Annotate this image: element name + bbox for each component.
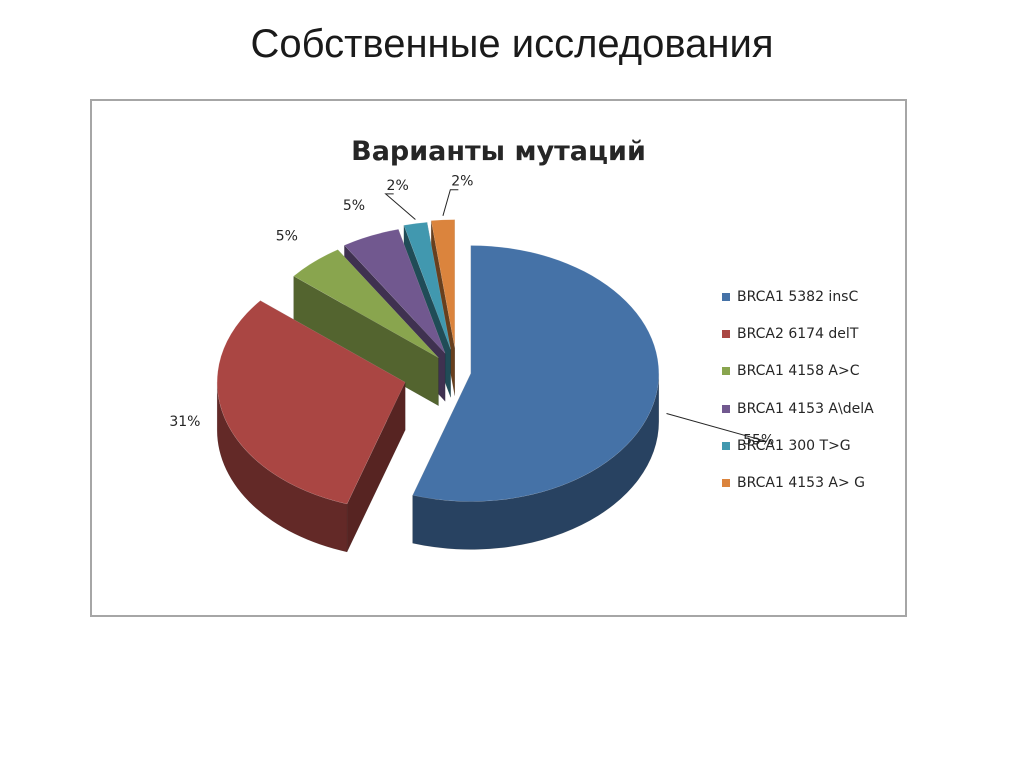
data-label: 55% xyxy=(743,433,774,449)
legend-swatch xyxy=(722,329,730,338)
slice-side-outer-brca2-6174-delt xyxy=(216,382,348,553)
data-label: 5% xyxy=(343,198,365,214)
legend-item: BRCA1 5382 insC xyxy=(722,287,874,306)
legend-item: BRCA1 4158 A>C xyxy=(722,362,874,381)
legend-swatch xyxy=(722,442,730,451)
slice-side-start-brca2-6174-delt xyxy=(346,382,406,553)
pie-slice-brca1-4153-a-g xyxy=(430,219,455,348)
chart-frame: 55% 31% 5% 5% 2% 2% Варианты мутаций BRCA1 53… xyxy=(90,99,907,617)
pie-slice-brca1-5382-insc xyxy=(412,245,660,502)
chart-title: Варианты мутаций xyxy=(351,136,646,167)
legend-label: BRCA1 300 T>G xyxy=(737,438,851,455)
slide-title: Собственные исследования xyxy=(250,22,774,66)
data-label: 2% xyxy=(451,174,473,190)
legend-swatch xyxy=(722,367,730,376)
pie-slice-brca2-6174-delt xyxy=(216,300,406,505)
leader-line xyxy=(442,189,459,216)
legend-item: BRCA1 4153 A> G xyxy=(722,474,874,493)
legend-swatch xyxy=(722,479,730,488)
data-label: 2% xyxy=(387,178,409,194)
pie-slice-brca1-300-t-g xyxy=(403,222,451,350)
pie-slice-brca1-4153-a-dela xyxy=(343,229,446,354)
legend-label: BRCA1 5382 insC xyxy=(737,288,859,305)
legend-item: BRCA1 300 T>G xyxy=(722,437,874,456)
legend-label: BRCA1 4153 A> G xyxy=(737,475,866,492)
leader-line xyxy=(666,413,767,443)
pie-slice-brca1-4158-a-c xyxy=(293,249,439,358)
legend-item: BRCA1 4153 A\delA xyxy=(722,399,874,418)
legend-swatch xyxy=(722,404,730,413)
legend-label: BRCA2 6174 delT xyxy=(737,325,859,342)
leader-line xyxy=(384,193,416,220)
data-label: 5% xyxy=(276,229,298,245)
legend-swatch xyxy=(722,292,730,301)
data-label: 31% xyxy=(169,414,200,430)
pie-chart: 55% 31% 5% 5% 2% 2% xyxy=(169,174,774,553)
legend-item: BRCA2 6174 delT xyxy=(722,324,874,343)
chart-legend: BRCA1 5382 insC BRCA2 6174 delT BRCA1 4158… xyxy=(722,287,874,511)
legend-label: BRCA1 4158 A>C xyxy=(737,363,860,380)
legend-label: BRCA1 4153 A\delA xyxy=(737,400,874,417)
